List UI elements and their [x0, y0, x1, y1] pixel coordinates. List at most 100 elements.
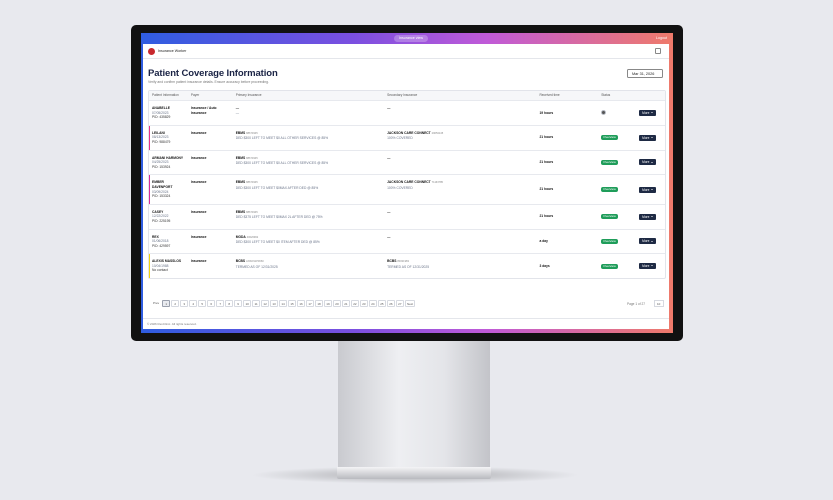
page-title: Patient Coverage Information [148, 68, 278, 79]
page-button[interactable]: 12 [261, 300, 269, 307]
page-button[interactable]: 7 [216, 300, 225, 307]
app-header: Insurance Worker [143, 44, 669, 59]
page-button[interactable]: 6 [207, 300, 216, 307]
page-button[interactable]: 26 [386, 300, 395, 307]
page-button[interactable]: 22 [351, 300, 359, 307]
page-button[interactable]: 8 [225, 300, 234, 307]
status-badge[interactable]: Overview [601, 238, 618, 244]
page-button[interactable]: 3 [180, 300, 189, 307]
status-badge[interactable]: Overview [601, 263, 618, 269]
page-button[interactable]: 11 [252, 300, 260, 307]
payer: Insurance [190, 234, 207, 239]
more-button[interactable]: More [639, 263, 657, 270]
secondary-name-line: JACKSON CARE CONNECT 29653145 [387, 131, 533, 137]
patient-name: ALEXIS MASSLOS [152, 259, 182, 264]
secondary-detail: TERMED AS OF 12/31/2025 [387, 264, 430, 269]
row-flag [149, 125, 151, 150]
page-button[interactable]: 13 [270, 300, 278, 307]
date-picker[interactable]: Mar 31, 2026 [627, 69, 663, 78]
primary-detail: DED $300 LEFT TO MEET $0MAX AFTER DED @ … [235, 185, 319, 190]
table-row: ARMANI HARMONY 04/25/2023 PID: 153924 Insur… [149, 149, 665, 175]
row-flag [149, 254, 151, 279]
primary-code: 40026962 [246, 235, 259, 239]
patient-id: PID: 225195 [152, 218, 171, 223]
more-button[interactable]: More [639, 186, 657, 193]
page-button[interactable]: 2 [171, 300, 180, 307]
secondary-name-line: — [387, 156, 533, 161]
primary-detail: DED $300 LEFT TO MEET $0 ALL OTHER SERVI… [235, 136, 329, 141]
page-button[interactable]: 25 [377, 300, 386, 307]
more-button[interactable]: More [639, 134, 657, 141]
page-button[interactable]: 21 [342, 300, 350, 307]
patient-name: ARMANI HARMONY [152, 155, 184, 160]
status-cell: Overview [598, 175, 636, 203]
page-button[interactable]: 27 [395, 300, 404, 307]
patient-cell: ARMANI HARMONY 04/25/2023 PID: 153924 [149, 151, 188, 175]
view-label[interactable]: Insurance view [394, 35, 428, 42]
status-badge[interactable]: Overview [601, 187, 618, 193]
status-badge[interactable]: Overview [601, 214, 618, 220]
page-size[interactable]: 10 [654, 300, 664, 307]
page-button[interactable]: 1 [162, 300, 171, 307]
primary-code: 88670345 [246, 181, 258, 185]
more-button[interactable]: More [639, 213, 657, 220]
page-button[interactable]: 23 [360, 300, 368, 307]
primary-name-line: EBMS 88670345 [236, 131, 381, 137]
table-row: LEILANI 08/13/2023 PID: 988479 Insurance EBM… [149, 124, 665, 150]
footer: © 2026 RevClinic. All rights reserved. [147, 322, 197, 326]
status-icon[interactable] [601, 110, 607, 116]
patient-dob: 07/05/2023 [152, 110, 169, 115]
patient-dob: 12/22/2022 [152, 214, 169, 219]
prev-button[interactable]: Prev [153, 301, 160, 305]
payer-cell: Insurance [188, 230, 233, 254]
secondary-name: — [387, 155, 391, 160]
received-cell: 19 hours [536, 101, 598, 125]
page-button[interactable]: 18 [315, 300, 323, 307]
page-button[interactable]: 5 [198, 300, 207, 307]
primary-name-line: EBMS 88670345 [236, 180, 381, 186]
primary-cell: EBMS 88670345 DED $300 LEFT TO MEET $0MAX… [233, 175, 384, 203]
more-button[interactable]: More [639, 238, 657, 245]
page-button[interactable]: 14 [279, 300, 287, 307]
page-button[interactable]: 17 [306, 300, 314, 307]
primary-code: ANSO91P0660 [245, 260, 264, 264]
received-time: 21 hours [539, 135, 554, 140]
patient-id: PID: 153924 [152, 164, 171, 169]
page-button[interactable]: 19 [324, 300, 332, 307]
primary-cell: MODA 40026962 DED $300 LEFT TO MEET $0 IT… [233, 230, 384, 254]
page-button[interactable]: 24 [369, 300, 377, 307]
page-button[interactable]: 16 [297, 300, 305, 307]
page-button[interactable]: 10 [243, 300, 252, 307]
table-row: EMBER DAVENPORT 03/09/2024 PID: 153324 Insu… [149, 174, 665, 204]
more-button[interactable]: More [639, 159, 657, 166]
received-cell: 21 hours [536, 151, 598, 175]
secondary-cell: — [384, 101, 536, 125]
status-badge[interactable]: Overview [601, 159, 618, 165]
page-button[interactable]: 4 [189, 300, 198, 307]
patient-id: PID: 153324 [152, 194, 171, 199]
page-button[interactable]: 9 [234, 300, 243, 307]
action-cell: More [636, 254, 665, 278]
column-header: Patient Information [152, 93, 179, 98]
secondary-name-line: BCBS 80031983 [387, 259, 533, 265]
payer-cell: Insurance [188, 151, 233, 175]
status-cell: Overview [598, 230, 636, 254]
payer: Insurance [190, 155, 207, 160]
logo [148, 48, 155, 55]
received-cell: 21 hours [536, 175, 598, 203]
calendar-icon[interactable] [655, 48, 661, 54]
status-badge[interactable]: Overview [601, 135, 618, 141]
page-button[interactable]: 15 [288, 300, 296, 307]
primary-name-line: EBMS 88670345 [236, 210, 381, 216]
logout[interactable]: Logout [656, 36, 667, 40]
pagination: Prev 1 2 3 4 5 6 7 8 9 10 11 12 13 14 15 16 17 18 19 20 21 22 2… [151, 300, 416, 307]
secondary-cell: BCBS 80031983 TERMED AS OF 12/31/2025 [384, 254, 536, 278]
primary-cell: — — [233, 101, 384, 125]
user-menu[interactable]: Insurance Worker [158, 49, 187, 53]
more-button[interactable]: More [639, 109, 657, 116]
next-button[interactable]: Next [404, 300, 416, 307]
table-row: ALEXIS MASSLOS 10/04/1988 No contact Insura… [149, 253, 665, 279]
action-cell: More [636, 230, 665, 254]
table-row: CASEY 12/22/2022 PID: 225195 Insurance EBMS … [149, 203, 665, 229]
page-button[interactable]: 20 [333, 300, 341, 307]
